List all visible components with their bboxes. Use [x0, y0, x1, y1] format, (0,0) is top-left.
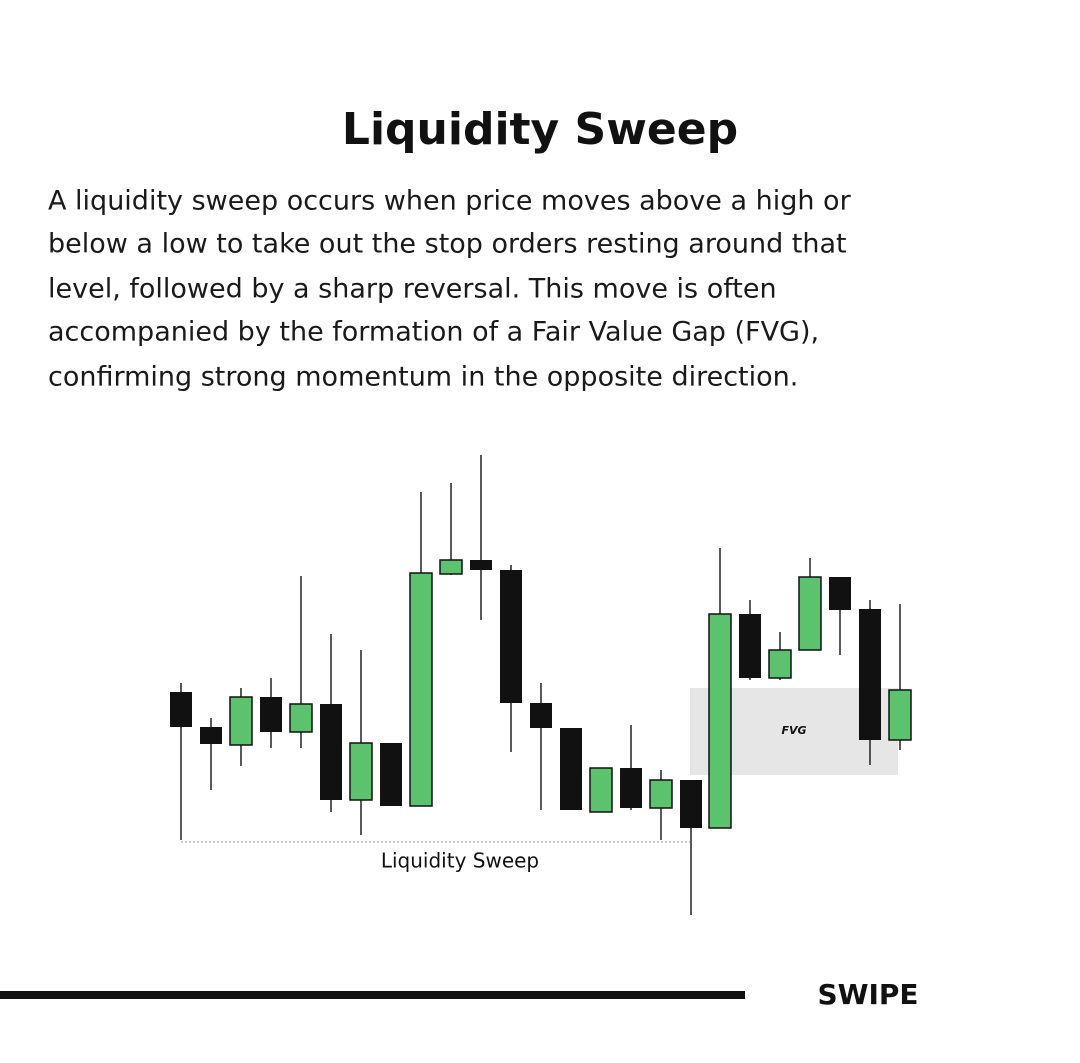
- paragraph-line: A liquidity sweep occurs when price move…: [48, 186, 852, 217]
- progress-bar: [0, 991, 745, 999]
- sweep-label: Liquidity Sweep: [381, 849, 539, 873]
- swipe-label: SWIPE: [817, 978, 918, 1011]
- title: Liquidity Sweep: [342, 104, 738, 155]
- fvg-label: FVG: [781, 724, 806, 737]
- paragraph-line: below a low to take out the stop orders …: [48, 229, 847, 260]
- candles: [170, 455, 912, 915]
- paragraph-line: confirming strong momentum in the opposi…: [48, 362, 798, 393]
- paragraph-line: level, followed by a sharp reversal. Thi…: [48, 274, 777, 305]
- paragraph-line: accompanied by the formation of a Fair V…: [48, 317, 819, 348]
